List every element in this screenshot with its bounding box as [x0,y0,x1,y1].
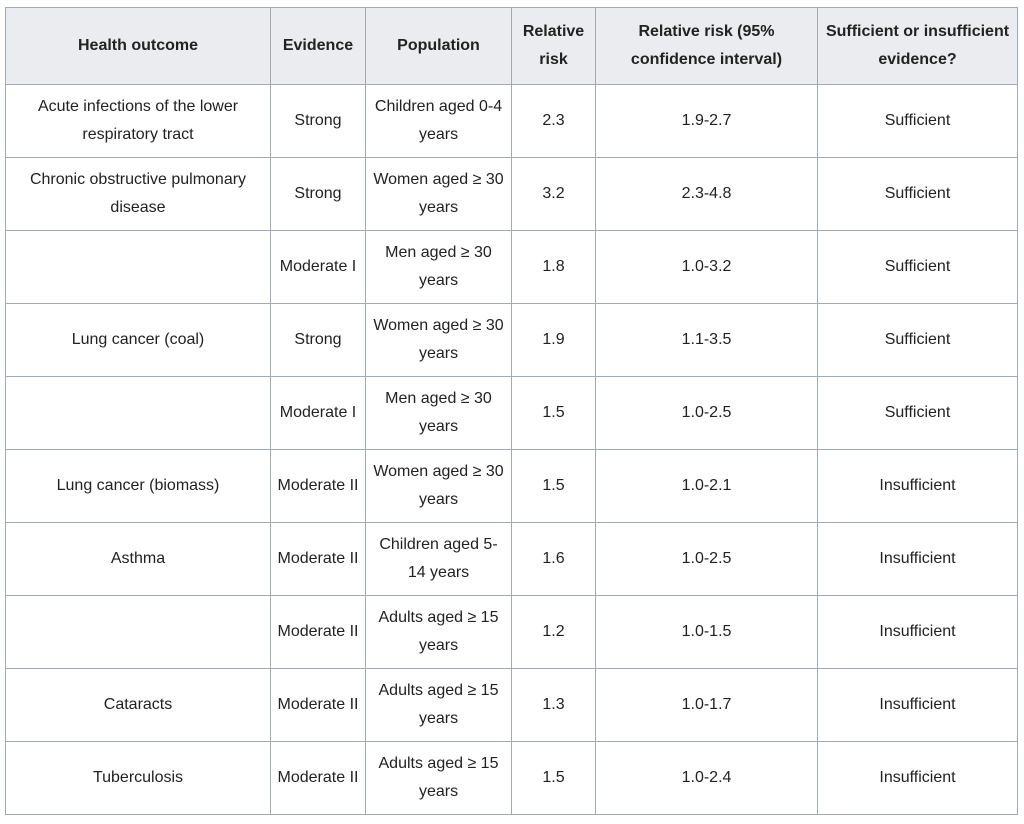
cell-confidence-interval: 1.9-2.7 [595,84,818,158]
cell-relative-risk: 1.9 [511,303,596,377]
table-row: Moderate II Adults aged ≥ 15 years 1.2 1… [5,595,1018,669]
cell-evidence-sufficiency: Sufficient [817,303,1018,377]
cell-evidence-sufficiency: Sufficient [817,230,1018,304]
cell-evidence: Moderate II [270,668,366,742]
table-row: Lung cancer (biomass) Moderate II Women … [5,449,1018,523]
cell-confidence-interval: 1.0-2.4 [595,741,818,815]
header-evidence-sufficiency: Sufficient or insufficient evidence? [817,7,1018,85]
table-row: Cataracts Moderate II Adults aged ≥ 15 y… [5,668,1018,742]
cell-health-outcome: Asthma [5,522,271,596]
header-confidence-interval: Relative risk (95% confidence interval) [595,7,818,85]
cell-relative-risk: 1.5 [511,741,596,815]
health-outcomes-table-container: Health outcome Evidence Population Relat… [5,7,1018,815]
header-evidence: Evidence [270,7,366,85]
cell-evidence: Moderate II [270,522,366,596]
cell-confidence-interval: 1.0-1.7 [595,668,818,742]
table-row: Acute infections of the lower respirator… [5,84,1018,158]
header-health-outcome: Health outcome [5,7,271,85]
cell-confidence-interval: 1.0-2.1 [595,449,818,523]
cell-population: Men aged ≥ 30 years [365,230,512,304]
header-row: Health outcome Evidence Population Relat… [5,7,1018,85]
cell-population: Children aged 5-14 years [365,522,512,596]
cell-health-outcome [5,595,271,669]
cell-health-outcome: Acute infections of the lower respirator… [5,84,271,158]
cell-relative-risk: 1.5 [511,449,596,523]
cell-confidence-interval: 1.1-3.5 [595,303,818,377]
cell-evidence-sufficiency: Sufficient [817,157,1018,231]
cell-evidence: Strong [270,303,366,377]
table-row: Chronic obstructive pulmonary disease St… [5,157,1018,231]
cell-health-outcome [5,376,271,450]
cell-health-outcome: Lung cancer (biomass) [5,449,271,523]
cell-population: Women aged ≥ 30 years [365,449,512,523]
cell-evidence: Moderate II [270,741,366,815]
cell-population: Women aged ≥ 30 years [365,157,512,231]
cell-relative-risk: 1.8 [511,230,596,304]
cell-relative-risk: 1.2 [511,595,596,669]
cell-population: Men aged ≥ 30 years [365,376,512,450]
cell-evidence-sufficiency: Insufficient [817,668,1018,742]
cell-population: Children aged 0-4 years [365,84,512,158]
table-row: Moderate I Men aged ≥ 30 years 1.5 1.0-2… [5,376,1018,450]
cell-evidence-sufficiency: Sufficient [817,84,1018,158]
health-outcomes-table: Health outcome Evidence Population Relat… [5,7,1018,815]
table-body: Acute infections of the lower respirator… [5,84,1018,815]
table-row: Asthma Moderate II Children aged 5-14 ye… [5,522,1018,596]
cell-relative-risk: 1.5 [511,376,596,450]
cell-health-outcome: Chronic obstructive pulmonary disease [5,157,271,231]
cell-evidence: Moderate I [270,376,366,450]
cell-evidence-sufficiency: Sufficient [817,376,1018,450]
cell-relative-risk: 3.2 [511,157,596,231]
table-row: Lung cancer (coal) Strong Women aged ≥ 3… [5,303,1018,377]
cell-evidence: Moderate II [270,595,366,669]
table-header: Health outcome Evidence Population Relat… [5,7,1018,85]
cell-evidence: Moderate I [270,230,366,304]
cell-relative-risk: 2.3 [511,84,596,158]
cell-confidence-interval: 1.0-2.5 [595,522,818,596]
cell-population: Adults aged ≥ 15 years [365,595,512,669]
cell-evidence: Strong [270,84,366,158]
table-row: Tuberculosis Moderate II Adults aged ≥ 1… [5,741,1018,815]
cell-confidence-interval: 2.3-4.8 [595,157,818,231]
cell-evidence-sufficiency: Insufficient [817,522,1018,596]
cell-confidence-interval: 1.0-1.5 [595,595,818,669]
cell-confidence-interval: 1.0-2.5 [595,376,818,450]
cell-health-outcome: Lung cancer (coal) [5,303,271,377]
cell-evidence-sufficiency: Insufficient [817,595,1018,669]
cell-evidence: Moderate II [270,449,366,523]
cell-relative-risk: 1.6 [511,522,596,596]
cell-health-outcome: Cataracts [5,668,271,742]
header-relative-risk: Relative risk [511,7,596,85]
cell-evidence-sufficiency: Insufficient [817,449,1018,523]
cell-evidence: Strong [270,157,366,231]
cell-evidence-sufficiency: Insufficient [817,741,1018,815]
cell-health-outcome: Tuberculosis [5,741,271,815]
cell-population: Adults aged ≥ 15 years [365,741,512,815]
header-population: Population [365,7,512,85]
table-row: Moderate I Men aged ≥ 30 years 1.8 1.0-3… [5,230,1018,304]
cell-confidence-interval: 1.0-3.2 [595,230,818,304]
cell-population: Adults aged ≥ 15 years [365,668,512,742]
cell-health-outcome [5,230,271,304]
cell-population: Women aged ≥ 30 years [365,303,512,377]
cell-relative-risk: 1.3 [511,668,596,742]
